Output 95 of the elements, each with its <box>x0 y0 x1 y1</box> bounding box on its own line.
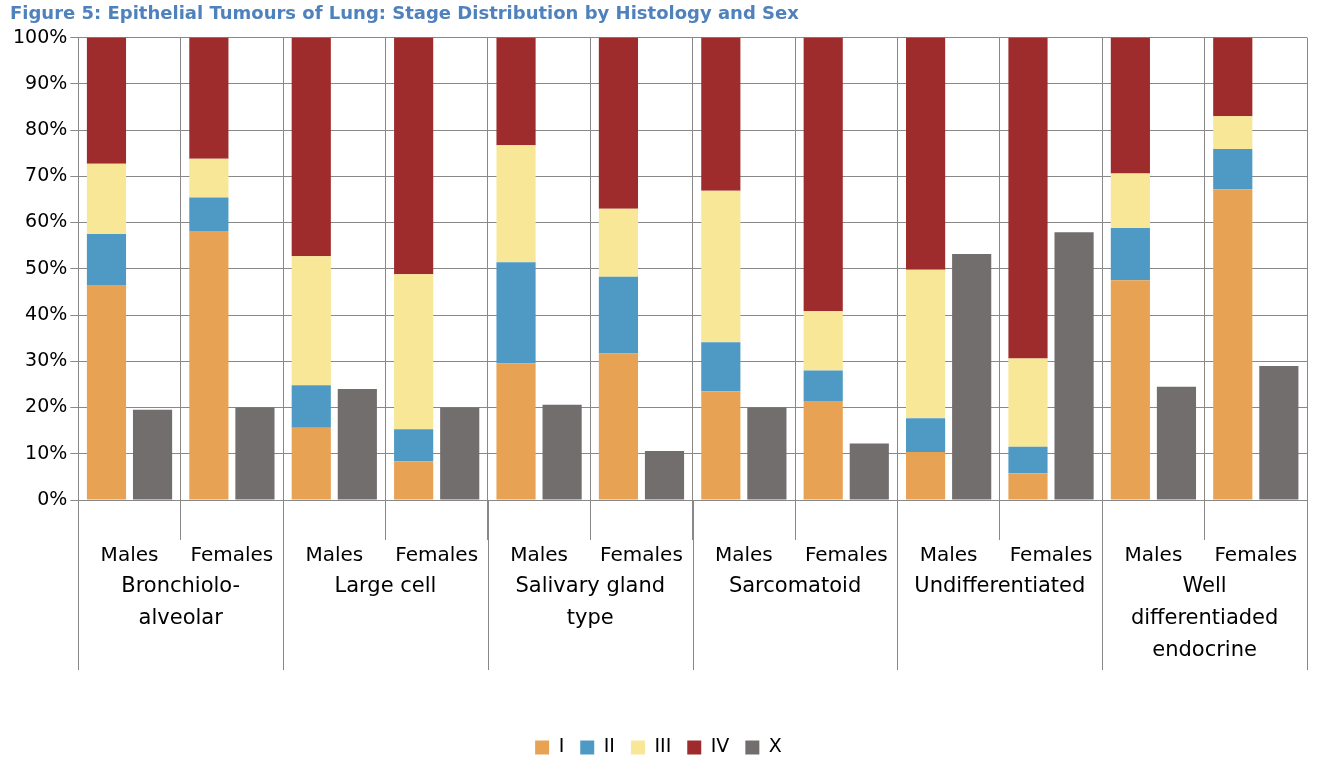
y-tick-label: 90% <box>25 70 68 93</box>
bar <box>291 427 331 500</box>
legend-label: IV <box>710 734 730 757</box>
bar <box>644 450 685 500</box>
bar <box>189 197 229 231</box>
x-tick-label: Females <box>600 542 683 567</box>
bar <box>189 37 229 159</box>
text: Well differentiaded endocrine <box>1130 572 1279 661</box>
legend-label: III <box>654 734 672 757</box>
bar <box>189 230 229 500</box>
bar <box>496 37 536 146</box>
text: Large cell <box>334 572 437 597</box>
bar <box>542 404 582 500</box>
bar <box>849 443 889 500</box>
bar <box>1110 280 1150 500</box>
bar <box>86 284 127 500</box>
bar <box>496 262 536 364</box>
x-tick-label: Females <box>1009 542 1093 567</box>
text: Undifferentiated <box>914 572 1086 597</box>
x-tick-label: Males <box>1124 542 1183 567</box>
bar <box>803 37 843 312</box>
bar <box>1213 189 1253 500</box>
y-tick-label: 20% <box>25 394 68 417</box>
bar <box>86 163 127 235</box>
bar <box>235 407 275 500</box>
y-tick-label: 60% <box>25 209 68 232</box>
bar <box>394 429 434 462</box>
bar <box>701 342 741 392</box>
x-tick-label: Males <box>714 542 773 567</box>
bar <box>598 208 639 277</box>
bar <box>86 234 127 285</box>
text: Sarcomatoid <box>728 572 862 597</box>
bar <box>394 274 434 430</box>
bar <box>496 145 536 263</box>
bar <box>496 363 536 500</box>
text: Salivary gland type <box>515 572 666 629</box>
bar <box>394 461 434 500</box>
legend-label: II <box>603 734 615 757</box>
bar <box>291 37 331 257</box>
bar <box>906 37 946 270</box>
y-tick-label: 40% <box>25 301 68 324</box>
bar <box>1213 37 1253 117</box>
bar <box>1259 365 1299 500</box>
x-tick-label: Females <box>1214 542 1298 567</box>
x-tick-label: Males <box>510 542 568 567</box>
bar <box>598 353 639 500</box>
bar <box>701 37 741 191</box>
bar <box>1213 149 1253 190</box>
x-tick-label: Females <box>395 542 479 567</box>
bar <box>291 256 331 386</box>
bar <box>803 370 843 402</box>
legend-label: X <box>768 734 782 757</box>
bar <box>906 418 946 452</box>
bar <box>1156 386 1197 500</box>
bar <box>440 407 480 500</box>
bar <box>1008 37 1048 359</box>
y-tick-label: 80% <box>25 117 68 140</box>
bar <box>189 158 229 198</box>
bar <box>86 37 127 164</box>
bar <box>1008 446 1048 474</box>
bar <box>394 37 434 275</box>
y-tick-label: 10% <box>25 440 68 463</box>
text: Bronchiolo-alveolar <box>121 572 241 629</box>
bar <box>701 391 741 500</box>
x-tick-label: Males <box>100 542 159 567</box>
y-tick-label: 70% <box>25 163 68 186</box>
bar <box>747 407 787 500</box>
bar <box>1008 473 1048 500</box>
x-tick-label: Males <box>919 542 978 567</box>
bar <box>337 389 377 500</box>
y-tick-label: 30% <box>25 348 68 371</box>
bar <box>906 269 946 419</box>
x-tick-label: Females <box>804 542 888 567</box>
x-tick-label: Females <box>190 542 274 567</box>
x-tick-label: Males <box>305 542 364 567</box>
y-tick-label: 0% <box>37 486 68 509</box>
bar <box>1054 232 1094 500</box>
bar <box>1008 358 1048 447</box>
bar <box>803 311 843 371</box>
y-tick-label: 100% <box>12 24 68 47</box>
bar <box>598 276 639 354</box>
bar <box>598 37 639 209</box>
bar <box>291 385 331 428</box>
y-tick-label: 50% <box>25 255 68 278</box>
bar <box>952 254 992 500</box>
bar <box>906 451 946 500</box>
bar <box>803 401 843 500</box>
bar <box>701 190 741 343</box>
bar <box>132 409 173 500</box>
legend-label: I <box>558 734 565 757</box>
bar <box>1110 173 1150 229</box>
bar <box>1213 116 1253 150</box>
bar <box>1110 37 1150 174</box>
bar <box>1110 228 1150 281</box>
chart-title: Figure 5: Epithelial Tumours of Lung: Stage Distribution by Histology and Sex <box>10 2 800 24</box>
